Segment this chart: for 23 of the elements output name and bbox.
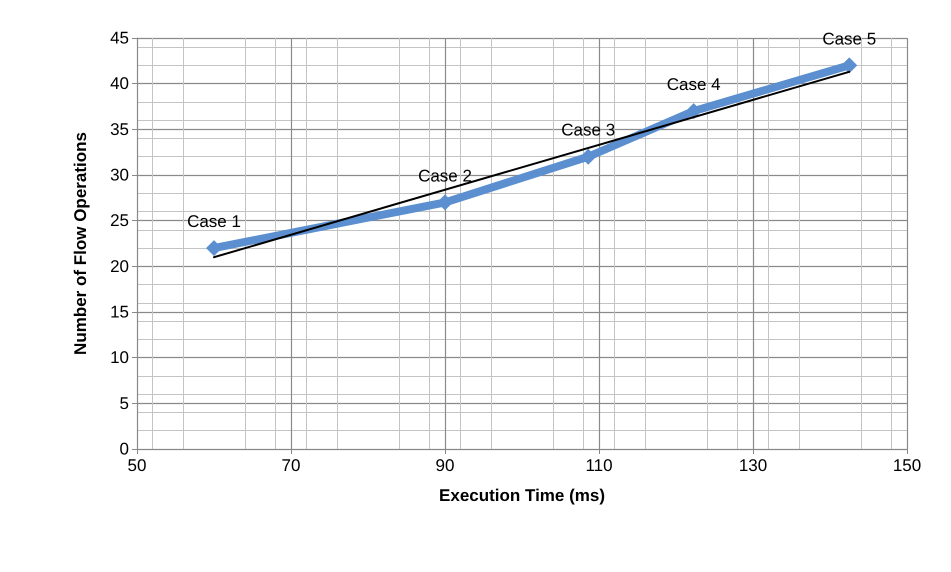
x-tick-label: 110 [585, 456, 613, 475]
data-label: Case 5 [822, 29, 876, 48]
x-tick-label: 150 [892, 456, 922, 475]
y-tick-label: 20 [110, 256, 129, 276]
y-tick-label: 5 [120, 394, 129, 413]
y-axis-title: Number of Flow Operations [71, 132, 90, 355]
y-tick-label: 35 [110, 120, 129, 139]
x-axis-title: Execution Time (ms) [439, 486, 605, 505]
x-tick-label: 90 [436, 456, 454, 475]
y-tick-label: 10 [110, 348, 129, 368]
data-label: Case 1 [187, 212, 241, 232]
x-tick-label: 70 [282, 456, 300, 475]
y-tick-label: 15 [110, 302, 129, 322]
data-label: Case 3 [561, 120, 616, 140]
x-tick-label: 130 [738, 456, 768, 475]
x-tick-label: 50 [128, 456, 146, 475]
data-label: Case 2 [418, 166, 472, 186]
y-tick-label: 40 [110, 74, 129, 94]
y-tick-label: 30 [110, 166, 129, 184]
data-label: Case 4 [666, 75, 721, 94]
y-tick-label: 0 [120, 440, 129, 458]
y-tick-label: 45 [110, 28, 129, 48]
y-tick-label: 25 [110, 211, 129, 230]
